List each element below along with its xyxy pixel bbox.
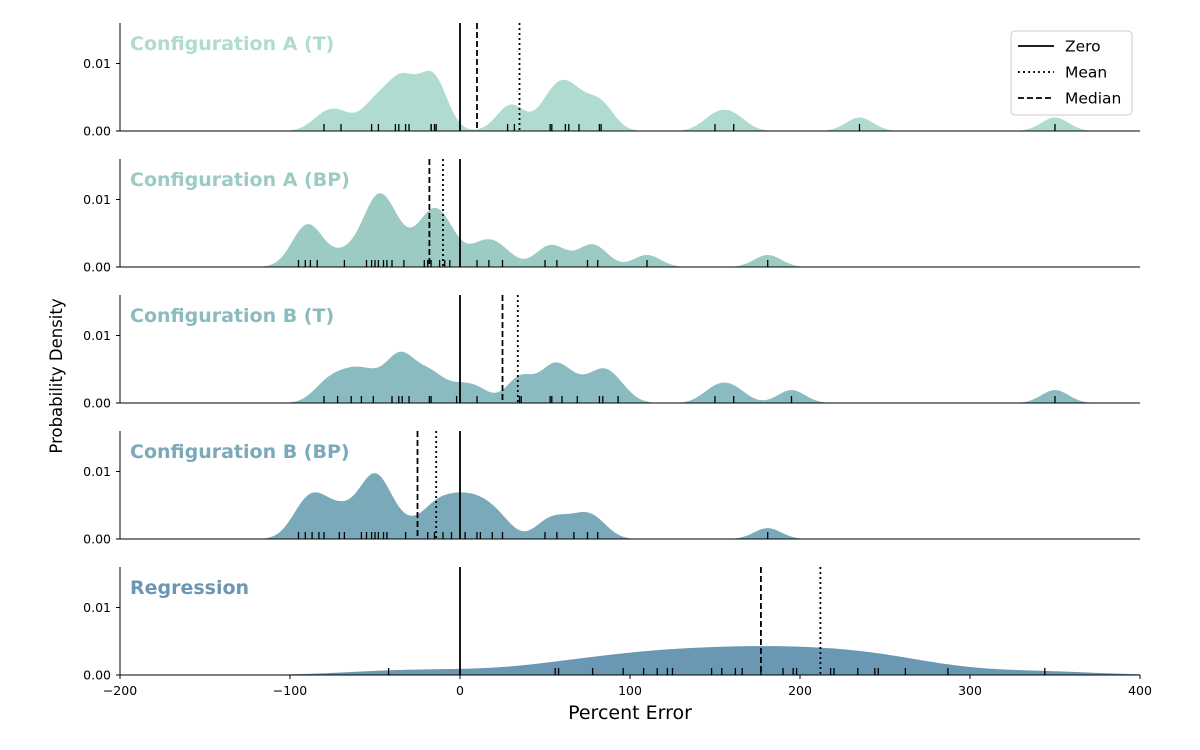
x-axis-title: Percent Error — [568, 702, 692, 724]
density-area — [120, 70, 1140, 131]
density-area — [120, 193, 1140, 267]
series-label: Configuration B (BP) — [130, 441, 350, 463]
x-tick-label: 400 — [1128, 683, 1152, 698]
panel: 0.00 0.01 Configuration B (T) — [83, 295, 1140, 411]
series-label: Regression — [130, 577, 249, 599]
y-tick-label: 0.01 — [83, 56, 111, 71]
legend-label: Median — [1065, 90, 1121, 108]
x-tick-label: 0 — [456, 683, 464, 698]
series-label: Configuration B (T) — [130, 305, 334, 327]
series-label: Configuration A (T) — [130, 33, 334, 55]
legend-label: Mean — [1065, 64, 1107, 82]
y-axis-title: Probability Density — [47, 298, 66, 453]
x-tick-label: 300 — [958, 683, 982, 698]
x-tick-label: −200 — [103, 683, 137, 698]
density-area — [120, 351, 1140, 403]
y-tick-label: 0.00 — [83, 668, 111, 683]
x-tick-label: 200 — [788, 683, 812, 698]
y-tick-label: 0.01 — [83, 600, 111, 615]
y-tick-label: 0.01 — [83, 192, 111, 207]
panel: 0.00 0.01 Configuration B (BP) — [83, 431, 1140, 547]
panel: 0.00 0.01 Regression — [83, 567, 1140, 683]
y-tick-label: 0.01 — [83, 328, 111, 343]
y-tick-label: 0.00 — [83, 396, 111, 411]
legend-label: Zero — [1065, 38, 1101, 56]
series-label: Configuration A (BP) — [130, 169, 350, 191]
y-tick-label: 0.00 — [83, 532, 111, 547]
legend: Zero Mean Median — [1010, 30, 1133, 116]
y-tick-label: 0.01 — [83, 464, 111, 479]
y-tick-label: 0.00 — [83, 124, 111, 139]
chart-panels: 0.00 0.01 Configuration A (T) 0.00 0.01 Confi… — [83, 23, 1140, 683]
x-tick-label: 100 — [618, 683, 642, 698]
density-area — [120, 646, 1140, 675]
y-tick-label: 0.00 — [83, 260, 111, 275]
x-tick-label: −100 — [273, 683, 307, 698]
panel: 0.00 0.01 Configuration A (T) — [83, 23, 1140, 139]
legend-box — [1010, 30, 1133, 116]
density-area — [120, 473, 1140, 539]
panel: 0.00 0.01 Configuration A (BP) — [83, 159, 1140, 275]
x-axis: −200 −100 0 100 200 300 400 — [103, 675, 1152, 698]
